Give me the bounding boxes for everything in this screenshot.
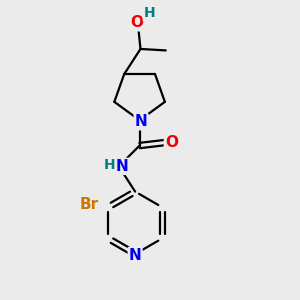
Text: N: N <box>129 248 142 263</box>
Text: N: N <box>116 159 129 174</box>
Text: Br: Br <box>80 197 99 212</box>
Text: N: N <box>135 114 148 129</box>
Text: O: O <box>165 135 178 150</box>
Text: O: O <box>130 15 143 30</box>
Text: H: H <box>103 158 115 172</box>
Text: H: H <box>144 6 155 20</box>
